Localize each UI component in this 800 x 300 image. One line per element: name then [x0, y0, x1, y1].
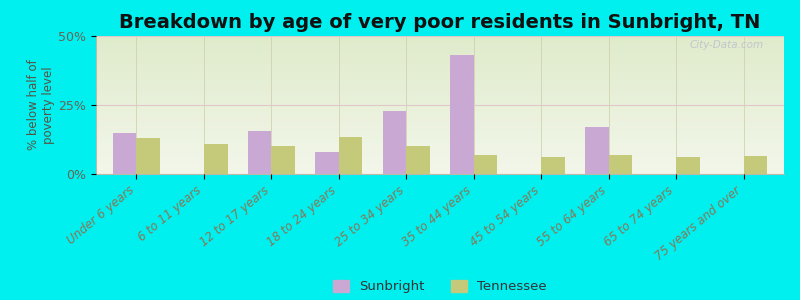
Bar — [406, 146, 430, 174]
Bar — [137, 138, 160, 174]
Bar — [450, 55, 474, 174]
Bar — [204, 144, 227, 174]
Text: City-Data.com: City-Data.com — [690, 40, 763, 50]
Bar — [609, 155, 632, 174]
Bar — [113, 133, 137, 174]
Title: Breakdown by age of very poor residents in Sunbright, TN: Breakdown by age of very poor residents … — [119, 13, 761, 32]
Bar — [743, 156, 767, 174]
Bar — [315, 152, 339, 174]
Bar — [382, 110, 406, 174]
Bar — [474, 155, 498, 174]
Bar — [585, 127, 609, 174]
Y-axis label: % below half of
poverty level: % below half of poverty level — [27, 60, 55, 150]
Legend: Sunbright, Tennessee: Sunbright, Tennessee — [333, 280, 547, 293]
Bar — [339, 137, 362, 174]
Bar — [271, 146, 295, 174]
Bar — [541, 158, 565, 174]
Bar — [248, 131, 271, 174]
Bar — [676, 158, 700, 174]
